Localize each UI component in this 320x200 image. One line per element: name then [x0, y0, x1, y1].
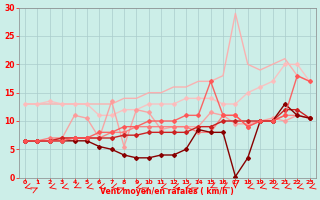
- X-axis label: Vent moyen/en rafales ( km/h ): Vent moyen/en rafales ( km/h ): [100, 187, 234, 196]
